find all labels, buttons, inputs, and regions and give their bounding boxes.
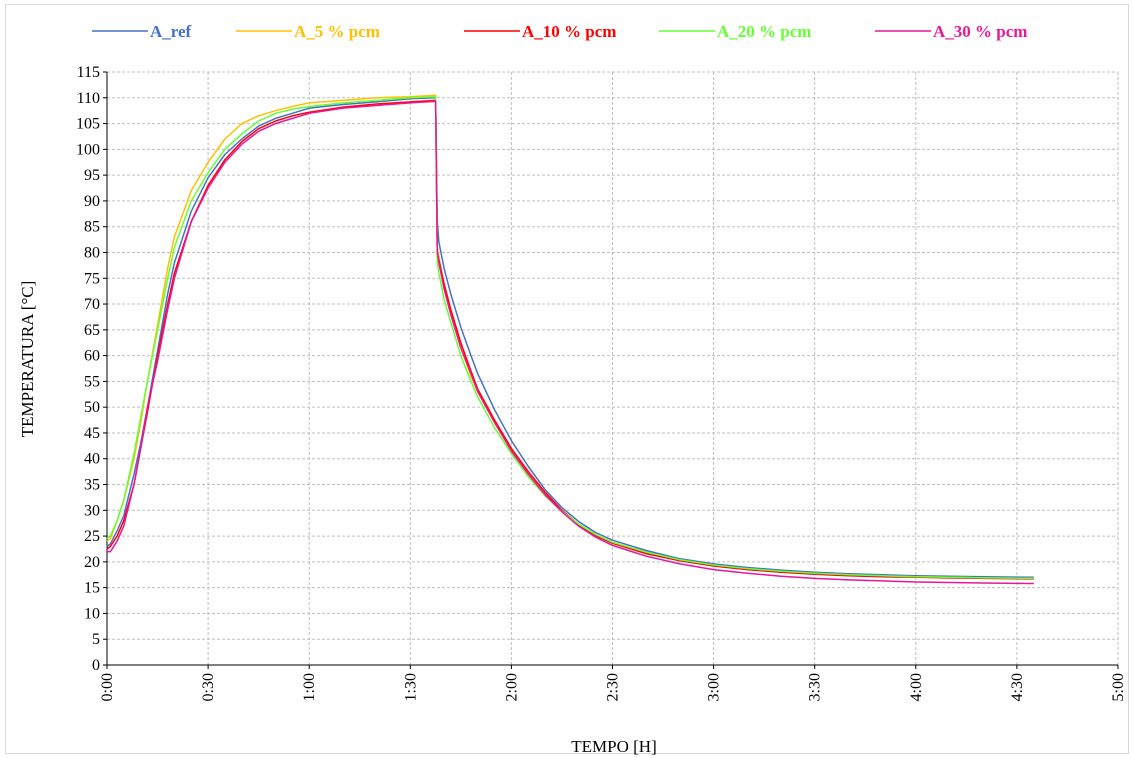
x-tick-label: 3:30 [807,673,824,701]
x-tick-label: 5:00 [1110,673,1127,701]
y-tick-label: 45 [84,425,100,442]
y-tick-label: 5 [92,631,100,648]
y-tick-label: 15 [84,580,100,597]
y-tick-label: 10 [84,605,100,622]
y-tick-label: 80 [84,244,100,261]
x-tick-label: 2:00 [503,673,520,701]
y-tick-label: 85 [84,219,100,236]
chart-frame [5,4,1129,754]
y-tick-label: 20 [84,554,100,571]
x-tick-label: 1:00 [301,673,318,701]
y-tick-label: 115 [77,64,100,81]
legend-item-label: A_30 % pcm [933,22,1027,41]
series-line-a-20-pcm [106,96,1034,580]
y-tick-label: 105 [76,116,100,133]
x-tick-label: 0:00 [99,673,116,701]
series-line-a-ref [106,97,1034,579]
x-tick-label: 3:00 [706,673,723,701]
y-tick-label: 110 [77,90,100,107]
legend-item-label: A_5 % pcm [294,22,380,41]
y-tick-label: 55 [84,373,100,390]
y-tick-label: 50 [84,399,100,416]
x-axis-ticks: 0:00 0:30 1:00 1:30 2:00 2:30 3:00 3:30 4:00 4:30… [99,665,1127,701]
x-axis-title: TEMPO [H] [571,737,656,756]
y-tick-label: 70 [84,296,100,313]
y-axis-title: TEMPERATURA [°C] [18,281,37,438]
series-line-a-10-pcm [106,99,1034,580]
y-tick-label: 25 [84,528,100,545]
x-tick-label: 4:30 [1009,673,1026,701]
x-tick-label: 2:30 [605,673,622,701]
legend: A_ref A_5 % pcm A_10 % pcm A_20 % pcm A_30 %… [92,22,1027,41]
y-tick-label: 75 [84,270,100,287]
x-tick-label: 0:30 [200,673,217,701]
y-tick-label: 35 [84,477,100,494]
series-line-a-5-pcm [106,94,1034,580]
series-line-a-30-pcm [107,100,1034,585]
y-tick-label: 0 [92,657,100,674]
y-axis-ticks: 0 5 10 15 20 25 30 35 40 45 50 55 60 65 70 75 80 85 90 95 10… [76,64,107,674]
y-tick-label: 40 [84,451,100,468]
x-tick-label: 1:30 [402,673,419,701]
x-tick-label: 4:00 [908,673,925,701]
y-tick-label: 90 [84,193,100,210]
y-tick-label: 65 [84,322,100,339]
y-tick-label: 100 [76,141,100,158]
y-tick-label: 30 [84,502,100,519]
legend-item-label: A_20 % pcm [717,22,811,41]
legend-item-label: A_10 % pcm [522,22,616,41]
legend-item-label: A_ref [150,22,192,41]
series-lines [106,94,1034,585]
y-tick-label: 95 [84,167,100,184]
y-tick-label: 60 [84,348,100,365]
grid-lines [107,71,1119,665]
